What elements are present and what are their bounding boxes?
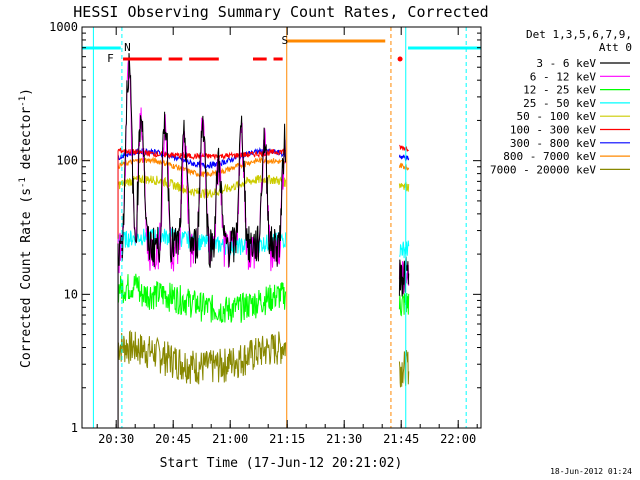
- y-tick-label: 100: [56, 154, 78, 168]
- saa-flag-label: S: [282, 34, 289, 47]
- series-line: [399, 144, 409, 153]
- legend-label: 300 - 800 keV: [510, 137, 596, 150]
- series-line: [398, 154, 410, 162]
- series-line: [117, 329, 287, 385]
- legend-header-attenuator: Att 0: [599, 41, 632, 54]
- series-line: [117, 57, 287, 274]
- legend-label: 7000 - 20000 keV: [490, 163, 596, 176]
- axes: 20:30 20:45 21:00 21:15 21:30 21:45 22:00 1 10 10…: [49, 20, 482, 446]
- series-line: [117, 147, 287, 161]
- x-tick-label: 21:15: [269, 432, 305, 446]
- legend-label: 800 - 7000 keV: [503, 150, 596, 163]
- flare-flag-label: F: [107, 52, 114, 65]
- y-tick-label: 10: [64, 287, 78, 301]
- series-line: [398, 162, 410, 171]
- legend-label: 100 - 300 keV: [510, 124, 596, 137]
- series-line: [398, 181, 410, 193]
- series-line: [398, 256, 410, 297]
- x-tick-label: 20:30: [98, 432, 134, 446]
- x-tick-label: 21:45: [383, 432, 419, 446]
- x-tick-label: 21:30: [326, 432, 362, 446]
- series-line: [398, 349, 410, 388]
- timestamp: 18-Jun-2012 01:24: [550, 467, 632, 476]
- chart-title: HESSI Observing Summary Count Rates, Cor…: [73, 3, 488, 21]
- x-axis-label: Start Time (17-Jun-12 20:21:02): [160, 456, 403, 471]
- legend-label: 25 - 50 keV: [523, 97, 596, 110]
- series-line: [117, 226, 287, 256]
- flare-flag-marker: [397, 56, 403, 62]
- y-tick-label: 1000: [49, 20, 78, 34]
- plot-frame: [81, 26, 482, 429]
- legend-label: 3 - 6 keV: [536, 57, 596, 70]
- series-line: [117, 146, 286, 170]
- x-tick-label: 20:45: [155, 432, 191, 446]
- y-tick-label: 1: [71, 421, 78, 435]
- legend-label: 50 - 100 keV: [517, 110, 597, 123]
- legend-header-detectors: Det 1,3,5,6,7,9,: [526, 28, 632, 41]
- series-line: [398, 292, 410, 317]
- night-flag-label: N: [124, 41, 131, 54]
- plot-area: NF S: [82, 27, 481, 428]
- x-tick-label: 22:00: [440, 432, 476, 446]
- legend-label: 6 - 12 keV: [530, 70, 597, 83]
- legend-label: 12 - 25 keV: [523, 84, 596, 97]
- series-line: [399, 240, 410, 259]
- y-axis-label: Corrected Count Rate (s-1 detector-1): [18, 88, 34, 368]
- series-line: [117, 174, 287, 200]
- x-tick-label: 21:00: [212, 432, 248, 446]
- series-line: [117, 156, 286, 178]
- series-line: [117, 53, 287, 268]
- series-line: [117, 273, 287, 323]
